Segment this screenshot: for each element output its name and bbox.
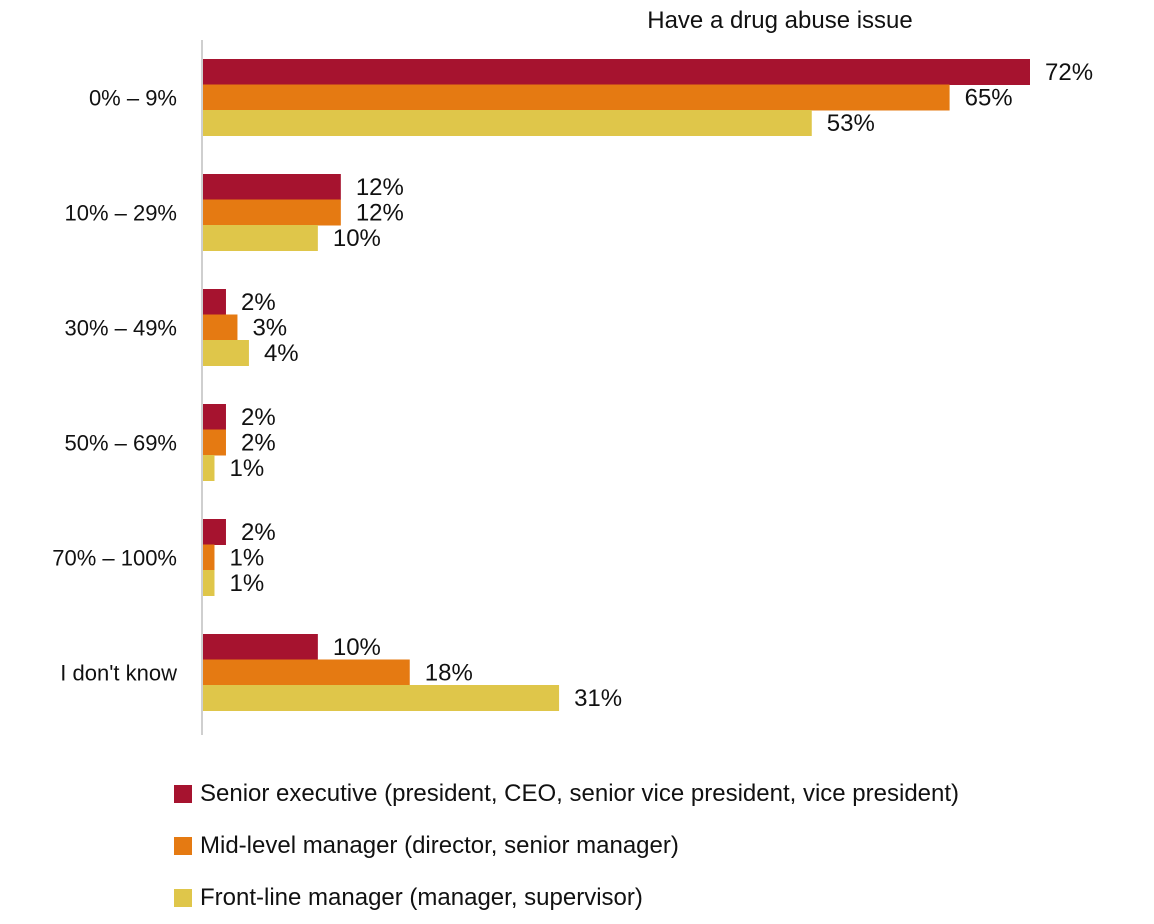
legend-item-front-line-manager: Front-line manager (manager, supervisor) [174, 872, 959, 924]
legend-item-mid-level-manager: Mid-level manager (director, senior mana… [174, 820, 959, 872]
bar-mid-level-manager-i-don-t-know [203, 659, 410, 686]
chart-title: Have a drug abuse issue [647, 7, 913, 34]
legend-label-mid-level-manager: Mid-level manager (director, senior mana… [200, 832, 679, 859]
data-label-front-line-manager-30-49: 4% [264, 340, 299, 367]
bar-front-line-manager-70-100 [203, 570, 215, 596]
data-label-mid-level-manager-0-9: 65% [965, 85, 1013, 112]
bar-front-line-manager-50-69 [203, 455, 215, 481]
data-label-senior-executive-i-don-t-know: 10% [333, 634, 381, 661]
data-label-front-line-manager-50-69: 1% [229, 455, 264, 482]
legend-swatch-senior-executive [174, 785, 192, 803]
bar-mid-level-manager-30-49 [203, 314, 238, 341]
legend-label-senior-executive: Senior executive (president, CEO, senior… [200, 780, 960, 807]
category-label-10-29: 10% – 29% [64, 200, 177, 225]
data-label-senior-executive-50-69: 2% [241, 404, 276, 431]
data-label-mid-level-manager-i-don-t-know: 18% [425, 660, 473, 687]
data-label-front-line-manager-70-100: 1% [229, 570, 264, 597]
bar-senior-executive-0-9 [203, 59, 1030, 85]
bar-senior-executive-10-29 [203, 174, 341, 200]
data-label-front-line-manager-i-don-t-know: 31% [574, 685, 622, 712]
data-label-mid-level-manager-10-29: 12% [356, 200, 404, 227]
chart: Have a drug abuse issue 0% – 9% 72% 65% 53%… [52, 7, 1093, 735]
data-label-senior-executive-0-9: 72% [1045, 59, 1093, 86]
category-label-70-100: 70% – 100% [52, 545, 177, 570]
data-label-front-line-manager-10-29: 10% [333, 225, 381, 252]
bar-front-line-manager-10-29 [203, 225, 318, 251]
category-label-50-69: 50% – 69% [64, 430, 177, 455]
bar-front-line-manager-30-49 [203, 340, 249, 366]
legend-swatch-mid-level-manager [174, 837, 192, 855]
bar-senior-executive-i-don-t-know [203, 634, 318, 660]
bar-mid-level-manager-70-100 [203, 544, 215, 571]
legend-item-senior-executive: Senior executive (president, CEO, senior… [174, 768, 959, 820]
legend-label-front-line-manager: Front-line manager (manager, supervisor) [200, 884, 643, 911]
bar-mid-level-manager-10-29 [203, 199, 341, 226]
chart-marks: 0% – 9%72%65%53%10% – 29%12%12%10%30% – … [52, 59, 1093, 712]
data-label-senior-executive-10-29: 12% [356, 174, 404, 201]
category-label-i-don-t-know: I don't know [60, 660, 177, 685]
data-label-senior-executive-70-100: 2% [241, 519, 276, 546]
data-label-senior-executive-30-49: 2% [241, 289, 276, 316]
bar-mid-level-manager-50-69 [203, 429, 226, 456]
category-label-0-9: 0% – 9% [89, 85, 177, 110]
bar-mid-level-manager-0-9 [203, 84, 950, 111]
data-label-mid-level-manager-50-69: 2% [241, 430, 276, 457]
category-label-30-49: 30% – 49% [64, 315, 177, 340]
legend: Senior executive (president, CEO, senior… [174, 768, 959, 924]
bar-senior-executive-30-49 [203, 289, 226, 315]
data-label-front-line-manager-0-9: 53% [827, 110, 875, 137]
data-label-mid-level-manager-70-100: 1% [229, 545, 264, 572]
bar-front-line-manager-i-don-t-know [203, 685, 560, 711]
bar-senior-executive-50-69 [203, 404, 226, 430]
bar-senior-executive-70-100 [203, 519, 226, 545]
legend-swatch-front-line-manager [174, 889, 192, 907]
data-label-mid-level-manager-30-49: 3% [252, 315, 287, 342]
bar-front-line-manager-0-9 [203, 110, 812, 136]
